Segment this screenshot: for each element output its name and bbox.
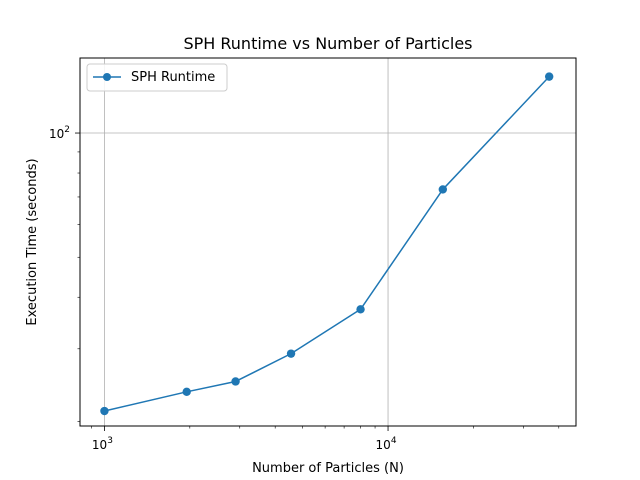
data-point [286, 349, 296, 358]
legend-marker-swatch [103, 73, 111, 81]
legend-box [86, 63, 228, 92]
axis-ticks: 103 104 102 [49, 125, 560, 452]
legend-label-sph-runtime: SPH Runtime [131, 70, 215, 85]
data-point [182, 387, 191, 397]
series-layer [100, 72, 554, 416]
data-point [438, 185, 448, 194]
data-point [231, 377, 240, 386]
data-point [544, 72, 554, 81]
x-tick-label: 103 [92, 436, 113, 452]
data-point [356, 305, 365, 314]
y-tick-label: 102 [49, 125, 70, 141]
grid-lines [80, 58, 576, 426]
chart-title: SPH Runtime vs Number of Particles [183, 34, 472, 53]
legend: SPH Runtime [86, 63, 228, 92]
y-axis-label: Execution Time (seconds) [25, 158, 40, 325]
x-tick-label: 104 [376, 436, 397, 452]
data-point [100, 406, 109, 416]
x-axis-label: Number of Particles (N) [252, 461, 404, 476]
plot-frame [79, 57, 577, 427]
